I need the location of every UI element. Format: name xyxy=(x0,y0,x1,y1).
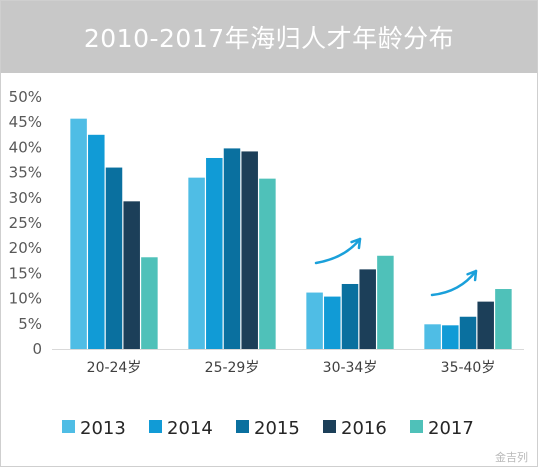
trend-arrow-icon-head xyxy=(466,269,478,282)
legend-label-2017: 2017 xyxy=(428,418,474,439)
bar-2016-0 xyxy=(123,201,140,349)
bar-2015-1 xyxy=(223,148,241,349)
trend-arrow-icon xyxy=(314,237,362,265)
y-tick-label: 25% xyxy=(9,214,42,232)
y-tick-label: 5% xyxy=(18,315,42,333)
x-category-label: 35-40岁 xyxy=(441,360,496,376)
y-tick-label: 35% xyxy=(9,164,42,182)
bar-2014-1 xyxy=(206,157,223,349)
bar-2015-0 xyxy=(105,167,123,349)
legend-swatch-2015 xyxy=(236,420,249,433)
title-bar: 2010-2017年海归人才年龄分布 xyxy=(1,1,537,73)
bar-2013-0 xyxy=(70,118,87,349)
bar-2015-2 xyxy=(341,283,359,349)
trend-arrow-icon-head xyxy=(350,237,362,250)
x-category-label: 25-29岁 xyxy=(205,360,260,376)
legend-swatch-2017 xyxy=(410,420,423,433)
x-category-label: 30-34岁 xyxy=(323,360,378,376)
y-tick-label: 0 xyxy=(32,340,42,358)
watermark: 金吉列 xyxy=(495,451,528,464)
bar-2016-2 xyxy=(359,269,376,349)
legend-label-2016: 2016 xyxy=(341,418,387,439)
bar-2014-3 xyxy=(442,325,459,349)
legend-label-2015: 2015 xyxy=(254,418,300,439)
trend-arrow-icon xyxy=(430,269,478,297)
y-tick-label: 10% xyxy=(9,290,42,308)
legend-swatch-2014 xyxy=(149,420,162,433)
x-category-label: 20-24岁 xyxy=(87,360,142,376)
bar-2015-3 xyxy=(459,316,477,349)
bar-2013-1 xyxy=(188,177,205,349)
legend-swatch-2016 xyxy=(323,420,336,433)
bar-2017-0 xyxy=(141,257,158,349)
y-tick-label: 30% xyxy=(9,189,42,207)
legend-label-2013: 2013 xyxy=(80,418,126,439)
bar-2013-2 xyxy=(306,292,323,349)
y-tick-label: 40% xyxy=(9,138,42,156)
bar-2016-1 xyxy=(241,151,258,349)
y-tick-label: 20% xyxy=(9,239,42,257)
bar-2014-2 xyxy=(324,296,341,349)
bar-2016-3 xyxy=(477,301,494,349)
y-tick-label: 50% xyxy=(9,88,42,106)
y-tick-label: 45% xyxy=(9,113,42,131)
bar-2017-2 xyxy=(377,255,394,349)
bar-2013-3 xyxy=(424,324,441,349)
bar-2014-0 xyxy=(88,134,105,349)
legend-label-2014: 2014 xyxy=(167,418,213,439)
chart-title: 2010-2017年海归人才年龄分布 xyxy=(83,24,455,53)
legend-swatch-2013 xyxy=(62,420,75,433)
y-tick-label: 15% xyxy=(9,264,42,282)
bar-2017-1 xyxy=(259,178,276,349)
bar-2017-3 xyxy=(495,289,512,349)
